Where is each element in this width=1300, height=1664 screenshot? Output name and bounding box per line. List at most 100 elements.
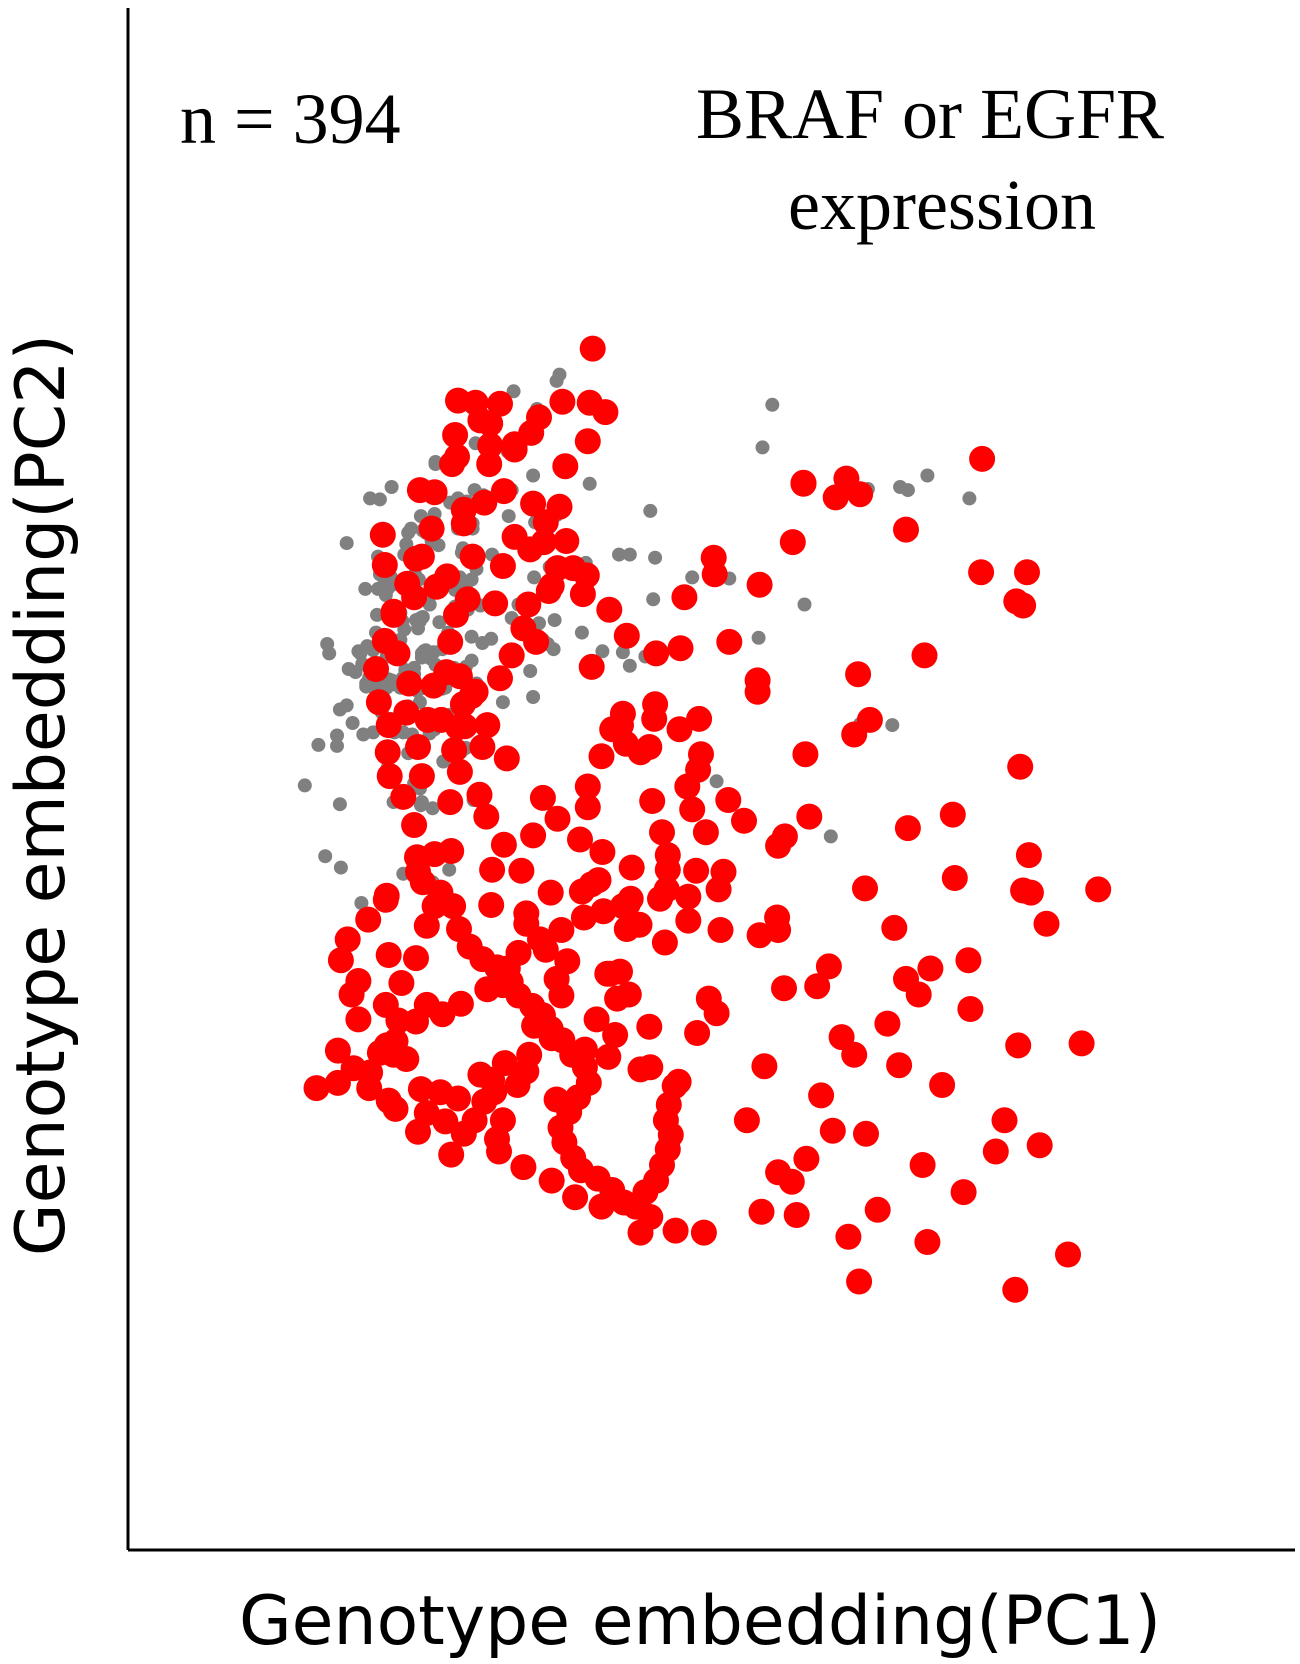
background-point-101 [823,829,838,844]
background-point-76 [363,491,378,506]
background-point-116 [526,468,541,483]
highlighted-point-288 [498,642,525,669]
highlighted-point-63 [595,1043,622,1070]
highlighted-point-277 [513,900,540,927]
highlighted-point-195 [748,1198,775,1225]
background-point-32 [322,646,337,661]
highlighted-point-71 [853,1120,879,1147]
highlighted-point-116 [437,789,464,816]
highlighted-point-150 [471,489,498,516]
highlighted-point-224 [716,628,743,655]
highlighted-point-22 [537,879,564,906]
background-point-87 [333,860,348,875]
highlighted-point-32 [841,721,868,748]
highlighted-point-94 [355,906,382,933]
highlighted-point-315 [363,656,389,682]
highlighted-point-162 [588,743,615,770]
points-layer [297,335,1112,1303]
background-point-17 [685,570,700,585]
background-point-142 [501,509,516,524]
highlighted-point-322 [404,844,430,871]
highlighted-point-29 [968,559,995,586]
highlighted-point-90 [479,856,506,883]
background-point-188 [484,631,499,646]
background-point-181 [425,801,440,816]
highlighted-point-163 [574,773,601,800]
highlighted-point-318 [374,739,401,766]
background-point-148 [345,716,360,730]
highlighted-point-135 [371,552,398,578]
background-point-149 [547,613,562,628]
condition-title-line1: BRAF or EGFR [696,74,1164,154]
highlighted-point-253 [568,878,595,905]
highlighted-point-235 [1003,588,1030,615]
background-point-162 [428,455,443,469]
highlighted-point-140 [434,563,461,590]
highlighted-point-309 [421,479,448,506]
highlighted-point-19 [792,741,819,768]
highlighted-point-237 [1010,877,1037,904]
background-point-129 [330,738,344,753]
highlighted-point-11 [578,653,605,680]
highlighted-point-82 [675,907,702,934]
highlighted-point-292 [544,555,571,582]
highlighted-point-238 [1033,910,1060,937]
highlighted-point-141 [482,590,509,617]
highlighted-point-325 [440,893,467,920]
background-point-73 [297,778,312,793]
highlighted-point-157 [613,622,640,649]
highlighted-point-197 [778,1168,805,1195]
highlighted-point-243 [771,823,798,850]
highlighted-point-320 [390,783,417,810]
highlighted-point-302 [501,431,528,458]
highlighted-point-208 [684,1020,711,1046]
highlighted-point-160 [609,700,636,727]
highlighted-point-96 [327,947,354,974]
highlighted-point-42 [917,955,944,982]
highlighted-point-31 [911,642,938,669]
highlighted-point-199 [914,1229,941,1255]
highlighted-point-272 [516,1041,543,1068]
highlighted-point-158 [643,640,670,667]
highlighted-point-41 [881,914,908,941]
x-axis-label: Genotype embedding(PC1) [239,1582,1161,1661]
highlighted-point-74 [991,1107,1018,1134]
highlighted-point-40 [893,965,919,992]
highlighted-point-210 [615,981,642,1008]
highlighted-point-53 [705,876,732,903]
highlighted-point-187 [510,1154,537,1181]
highlighted-point-106 [345,1006,372,1033]
highlighted-point-249 [647,885,673,912]
highlighted-point-308 [439,451,466,478]
highlighted-point-244 [731,807,757,834]
highlighted-point-279 [490,831,517,858]
highlighted-point-107 [338,981,365,1008]
highlighted-point-264 [356,1075,383,1102]
highlighted-point-261 [403,1008,429,1035]
highlighted-point-216 [649,819,675,846]
background-point-4 [358,581,373,596]
highlighted-point-136 [369,521,396,548]
highlighted-point-233 [969,445,996,472]
background-point-156 [595,644,610,659]
background-point-10 [962,491,977,506]
highlighted-point-280 [473,803,500,830]
background-point-230 [384,677,399,692]
highlighted-point-217 [639,788,666,814]
highlighted-point-263 [366,1039,393,1066]
highlighted-point-311 [408,543,435,570]
highlighted-point-79 [771,975,797,1002]
background-point-221 [432,615,447,630]
highlighted-point-251 [609,893,636,920]
background-point-3 [330,728,344,743]
highlighted-point-132 [396,670,423,697]
background-point-14 [574,625,589,640]
highlighted-point-258 [474,976,501,1003]
highlighted-point-110 [403,945,429,972]
highlighted-point-242 [894,815,921,842]
highlighted-point-225 [746,571,773,598]
condition-title-line2: expression [788,165,1096,245]
highlighted-point-232 [893,516,919,543]
highlighted-point-115 [438,838,465,864]
highlighted-point-159 [642,691,669,718]
